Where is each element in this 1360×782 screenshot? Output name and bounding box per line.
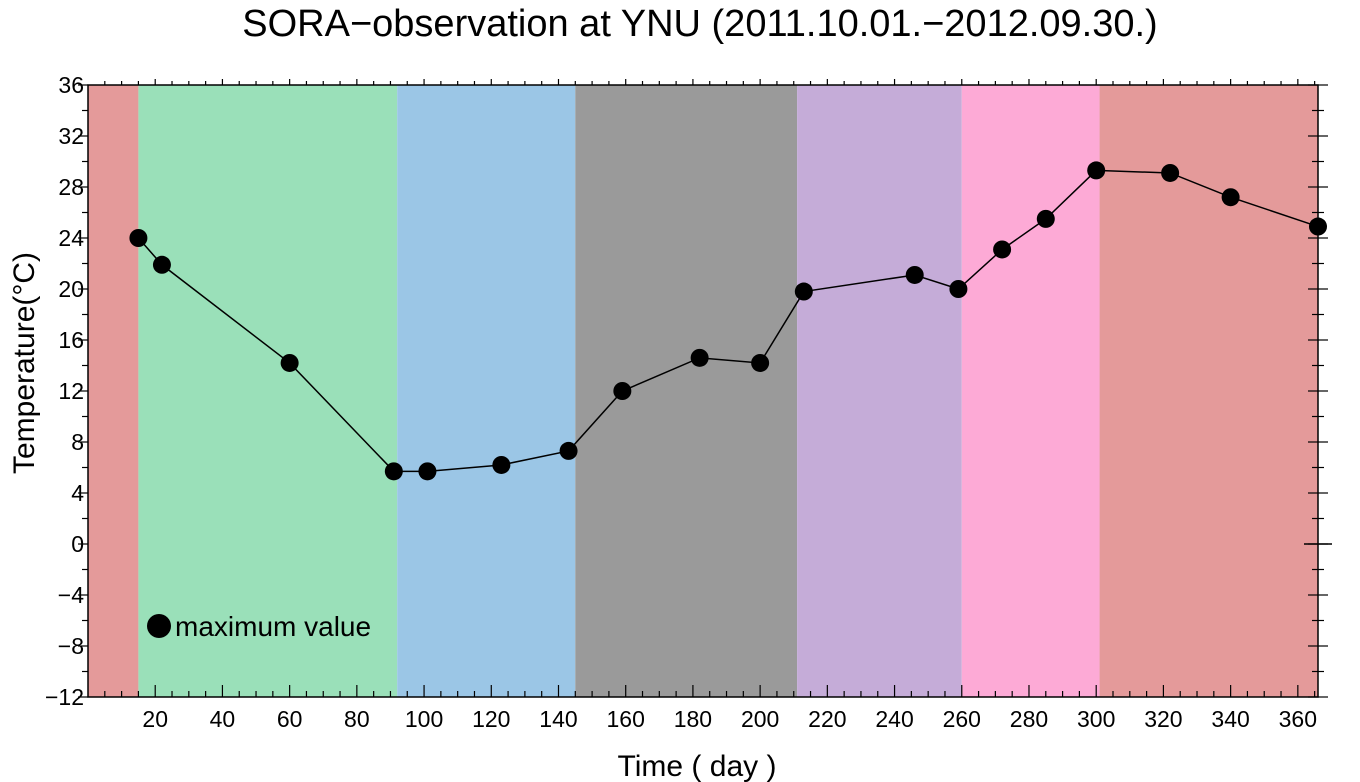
data-point-8 bbox=[690, 348, 709, 367]
y-tick-label-5: 8 bbox=[71, 429, 84, 455]
data-point-2 bbox=[280, 353, 299, 372]
x-tick-label-10: 220 bbox=[808, 706, 846, 732]
data-point-3 bbox=[384, 462, 403, 481]
y-tick-label-8: 20 bbox=[58, 276, 84, 302]
data-point-17 bbox=[1221, 188, 1240, 207]
legend: maximum value bbox=[147, 611, 371, 642]
background-bands bbox=[88, 85, 1318, 697]
x-tick-label-16: 340 bbox=[1211, 706, 1249, 732]
data-point-15 bbox=[1087, 161, 1106, 180]
x-tick-label-17: 360 bbox=[1279, 706, 1317, 732]
tick-labels: 20 40 60 80 100 120 140 160 180 200 220 240 260 280 30… bbox=[45, 72, 1317, 732]
data-point-16 bbox=[1161, 163, 1180, 182]
data-point-0 bbox=[129, 229, 148, 247]
data-point-14 bbox=[1036, 209, 1055, 228]
y-axis-title: Temperature(°C) bbox=[8, 252, 41, 474]
x-tick-label-14: 300 bbox=[1077, 706, 1115, 732]
x-axis-title: Time ( day ) bbox=[618, 750, 777, 782]
x-tick-label-12: 260 bbox=[943, 706, 981, 732]
data-point-13 bbox=[993, 240, 1012, 259]
y-tick-label-3: 0 bbox=[71, 531, 84, 557]
x-tick-label-1: 40 bbox=[210, 706, 236, 732]
chart-title: SORA−observation at YNU (2011.10.01.−201… bbox=[242, 3, 1158, 45]
y-tick-label-11: 32 bbox=[58, 123, 84, 149]
data-points-layer bbox=[129, 161, 1327, 481]
x-tick-label-6: 140 bbox=[539, 706, 577, 732]
y-tick-label-1: −8 bbox=[58, 633, 84, 659]
background-band-0 bbox=[88, 85, 139, 697]
y-tick-label-10: 28 bbox=[58, 174, 84, 200]
background-band-5 bbox=[961, 85, 1100, 697]
background-band-6 bbox=[1099, 85, 1318, 697]
x-tick-label-9: 200 bbox=[741, 706, 779, 732]
x-tick-label-13: 280 bbox=[1010, 706, 1048, 732]
x-tick-label-7: 160 bbox=[607, 706, 645, 732]
data-point-6 bbox=[559, 441, 578, 460]
y-tick-label-6: 12 bbox=[58, 378, 84, 404]
y-tick-label-0: −12 bbox=[45, 684, 84, 710]
y-tick-label-7: 16 bbox=[58, 327, 84, 353]
y-tick-label-4: 4 bbox=[71, 480, 84, 506]
x-tick-label-15: 320 bbox=[1144, 706, 1182, 732]
x-tick-label-2: 60 bbox=[277, 706, 303, 732]
data-point-5 bbox=[492, 455, 511, 474]
data-point-10 bbox=[794, 282, 813, 301]
x-tick-label-3: 80 bbox=[344, 706, 370, 732]
data-point-1 bbox=[152, 255, 171, 274]
x-tick-label-5: 120 bbox=[472, 706, 510, 732]
axis-ticks bbox=[78, 79, 1332, 698]
x-tick-label-0: 20 bbox=[142, 706, 168, 732]
legend-label: maximum value bbox=[175, 611, 371, 642]
background-band-1 bbox=[138, 85, 398, 697]
data-point-7 bbox=[613, 382, 632, 400]
background-band-4 bbox=[797, 85, 962, 697]
x-tick-label-8: 180 bbox=[674, 706, 712, 732]
y-tick-label-9: 24 bbox=[58, 225, 84, 251]
y-tick-label-2: −4 bbox=[58, 582, 84, 608]
data-point-4 bbox=[418, 462, 437, 481]
data-point-12 bbox=[949, 280, 968, 298]
y-tick-label-12: 36 bbox=[58, 72, 84, 98]
data-point-9 bbox=[751, 353, 770, 372]
x-tick-label-11: 240 bbox=[875, 706, 913, 732]
x-tick-label-4: 100 bbox=[405, 706, 443, 732]
data-point-11 bbox=[905, 265, 924, 284]
background-band-2 bbox=[397, 85, 576, 697]
legend-marker bbox=[147, 614, 171, 638]
background-band-3 bbox=[575, 85, 798, 697]
